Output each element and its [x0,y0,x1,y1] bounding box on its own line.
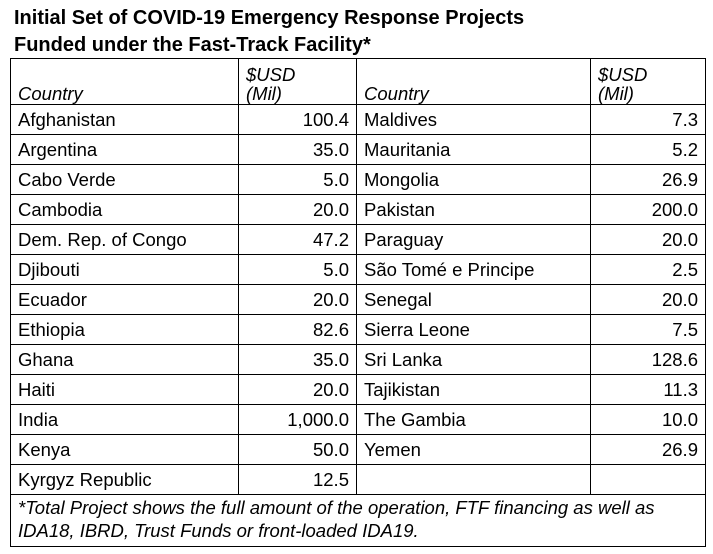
table-body: Country $USD (Mil) Country $USD (Mil) Af… [10,58,706,547]
value-right-cell: 128.6 [590,344,706,375]
table-row: Kenya 50.0 Yemen 26.9 [10,434,706,465]
country-left-cell: Ethiopia [10,314,239,345]
country-left-cell: Kenya [10,434,239,465]
title-line-2: Funded under the Fast-Track Facility* [14,34,371,56]
value-left-cell: 35.0 [238,134,357,165]
value-left-cell: 12.5 [238,464,357,495]
value-right-cell: 7.3 [590,104,706,135]
header-country-right: Country [356,58,591,105]
table-row: Ecuador 20.0 Senegal 20.0 [10,284,706,315]
value-left-cell: 5.0 [238,164,357,195]
country-right-cell: Paraguay [356,224,591,255]
country-left-cell: Djibouti [10,254,239,285]
value-right-cell: 26.9 [590,434,706,465]
country-left-cell: Dem. Rep. of Congo [10,224,239,255]
table-row: Ethiopia 82.6 Sierra Leone 7.5 [10,314,706,345]
table-row: Cabo Verde 5.0 Mongolia 26.9 [10,164,706,195]
country-right-cell: Tajikistan [356,374,591,405]
header-country-left: Country [10,58,239,105]
value-left-cell: 20.0 [238,284,357,315]
value-left-cell: 82.6 [238,314,357,345]
value-left-cell: 20.0 [238,194,357,225]
table-row: Ghana 35.0 Sri Lanka 128.6 [10,344,706,375]
country-left-cell: Afghanistan [10,104,239,135]
value-left-cell: 5.0 [238,254,357,285]
country-right-cell: Mauritania [356,134,591,165]
country-right-cell: Sierra Leone [356,314,591,345]
table-row: Afghanistan 100.4 Maldives 7.3 [10,104,706,135]
value-right-cell: 200.0 [590,194,706,225]
value-left-cell: 50.0 [238,434,357,465]
table-row: Dem. Rep. of Congo 47.2 Paraguay 20.0 [10,224,706,255]
table-header-row: Country $USD (Mil) Country $USD (Mil) [10,58,706,105]
country-left-cell: Cabo Verde [10,164,239,195]
header-usd-left: $USD (Mil) [238,58,357,105]
table-row: Kyrgyz Republic 12.5 [10,464,706,495]
value-right-cell: 20.0 [590,284,706,315]
value-right-cell [590,464,706,495]
country-left-cell: Ecuador [10,284,239,315]
country-left-cell: India [10,404,239,435]
document-title: Initial Set of COVID-19 Emergency Respon… [14,5,524,59]
country-left-cell: Kyrgyz Republic [10,464,239,495]
value-right-cell: 10.0 [590,404,706,435]
value-right-cell: 5.2 [590,134,706,165]
header-usd-right: $USD (Mil) [590,58,706,105]
value-left-cell: 47.2 [238,224,357,255]
title-line-1: Initial Set of COVID-19 Emergency Respon… [14,7,525,29]
country-left-cell: Haiti [10,374,239,405]
value-right-cell: 2.5 [590,254,706,285]
footnote: *Total Project shows the full amount of … [10,494,706,547]
country-right-cell: Maldives [356,104,591,135]
country-right-cell: The Gambia [356,404,591,435]
country-right-cell: Pakistan [356,194,591,225]
country-right-cell: São Tomé e Principe [356,254,591,285]
value-right-cell: 26.9 [590,164,706,195]
value-right-cell: 7.5 [590,314,706,345]
table-row: Haiti 20.0 Tajikistan 11.3 [10,374,706,405]
value-right-cell: 20.0 [590,224,706,255]
table-row: India 1,000.0 The Gambia 10.0 [10,404,706,435]
country-left-cell: Cambodia [10,194,239,225]
country-right-cell: Yemen [356,434,591,465]
table-row: Cambodia 20.0 Pakistan 200.0 [10,194,706,225]
value-left-cell: 35.0 [238,344,357,375]
country-right-cell [356,464,591,495]
country-right-cell: Senegal [356,284,591,315]
value-left-cell: 100.4 [238,104,357,135]
value-left-cell: 20.0 [238,374,357,405]
table-row: Djibouti 5.0 São Tomé e Principe 2.5 [10,254,706,285]
country-right-cell: Sri Lanka [356,344,591,375]
country-right-cell: Mongolia [356,164,591,195]
projects-table: Country $USD (Mil) Country $USD (Mil) Af… [10,58,706,547]
table-row: Argentina 35.0 Mauritania 5.2 [10,134,706,165]
footnote-row: *Total Project shows the full amount of … [10,494,706,547]
value-left-cell: 1,000.0 [238,404,357,435]
country-left-cell: Argentina [10,134,239,165]
country-left-cell: Ghana [10,344,239,375]
value-right-cell: 11.3 [590,374,706,405]
